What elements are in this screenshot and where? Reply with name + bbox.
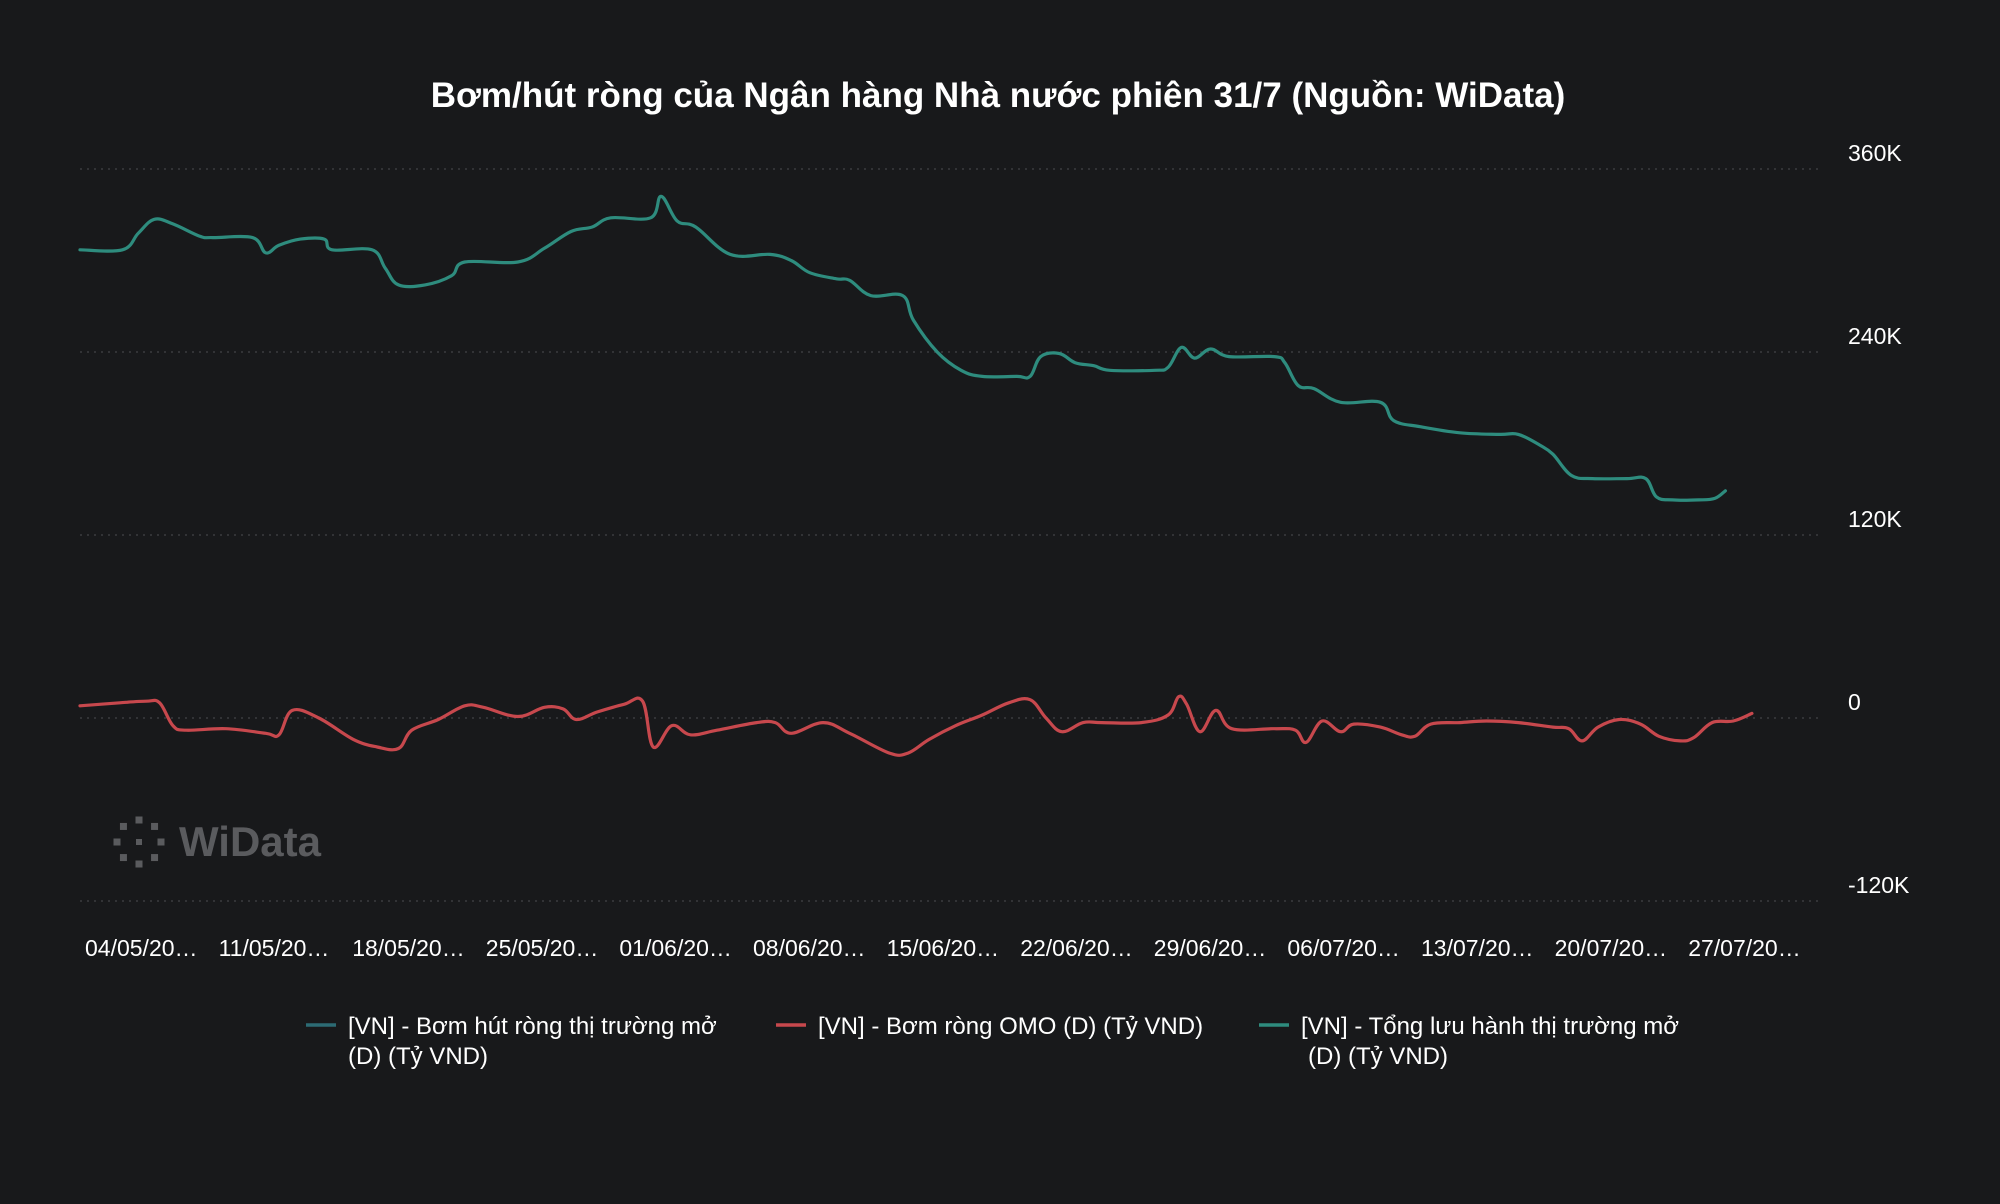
logo-dot xyxy=(135,860,143,868)
gridlines xyxy=(80,168,1820,902)
x-tick-label: 27/07/20… xyxy=(1688,935,1801,961)
logo-dot xyxy=(113,838,121,846)
x-tick-label: 18/05/20… xyxy=(352,935,465,961)
x-tick-label: 08/06/20… xyxy=(753,935,866,961)
series-line-tong-luu-hanh xyxy=(78,194,1727,502)
series-lines xyxy=(78,194,1754,757)
x-axis-tick-labels: 04/05/20… 11/05/20… 18/05/20… 25/05/20… 01/0… xyxy=(85,935,1801,961)
y-tick-label: 240K xyxy=(1848,323,1902,349)
x-tick-label: 20/07/20… xyxy=(1555,935,1668,961)
y-axis-tick-labels: 360K 240K 120K 0 -120K xyxy=(1848,140,1910,898)
watermark: WiData xyxy=(113,816,322,868)
logo-dot xyxy=(151,854,159,862)
legend-label: (D) (Tỷ VND) xyxy=(1308,1043,1448,1070)
legend-item-tong-luu-hanh[interactable]: [VN] - Tổng lưu hành thị trường mở (D) (T… xyxy=(1259,1013,1679,1070)
series-line-bom-rong-omo xyxy=(78,694,1754,757)
legend-item-bom-hut-rong[interactable]: [VN] - Bơm hút ròng thị trường mở (D) (Tỷ… xyxy=(306,1013,717,1070)
logo-dot xyxy=(136,839,142,845)
logo-dot xyxy=(157,838,165,846)
x-tick-label: 04/05/20… xyxy=(85,935,198,961)
x-tick-label: 01/06/20… xyxy=(619,935,732,961)
y-tick-label: 360K xyxy=(1848,140,1902,166)
x-tick-label: 13/07/20… xyxy=(1421,935,1534,961)
legend-label: (D) (Tỷ VND) xyxy=(348,1043,488,1070)
x-tick-label: 22/06/20… xyxy=(1020,935,1133,961)
y-tick-label: 0 xyxy=(1848,689,1861,715)
legend-item-bom-rong-omo[interactable]: [VN] - Bơm ròng OMO (D) (Tỷ VND) xyxy=(776,1013,1203,1040)
logo-dot xyxy=(119,854,127,862)
logo-dot xyxy=(135,816,143,824)
legend-label: [VN] - Bơm ròng OMO (D) (Tỷ VND) xyxy=(818,1013,1203,1040)
logo-dot xyxy=(119,822,127,830)
legend-label: [VN] - Bơm hút ròng thị trường mở xyxy=(348,1013,717,1040)
legend-label: [VN] - Tổng lưu hành thị trường mở xyxy=(1301,1013,1679,1040)
legend: [VN] - Bơm hút ròng thị trường mở (D) (Tỷ… xyxy=(306,1013,1679,1070)
x-tick-label: 15/06/20… xyxy=(887,935,1000,961)
y-tick-label: 120K xyxy=(1848,506,1902,532)
x-tick-label: 06/07/20… xyxy=(1287,935,1400,961)
x-tick-label: 11/05/20… xyxy=(219,935,330,961)
chart-title: Bơm/hút ròng của Ngân hàng Nhà nước phiê… xyxy=(431,76,1566,115)
x-tick-label: 25/05/20… xyxy=(486,935,599,961)
x-tick-label: 29/06/20… xyxy=(1154,935,1267,961)
logo-dot xyxy=(151,822,159,830)
watermark-text: WiData xyxy=(179,818,322,865)
y-tick-label: -120K xyxy=(1848,872,1910,898)
widata-logo-icon xyxy=(113,816,165,868)
